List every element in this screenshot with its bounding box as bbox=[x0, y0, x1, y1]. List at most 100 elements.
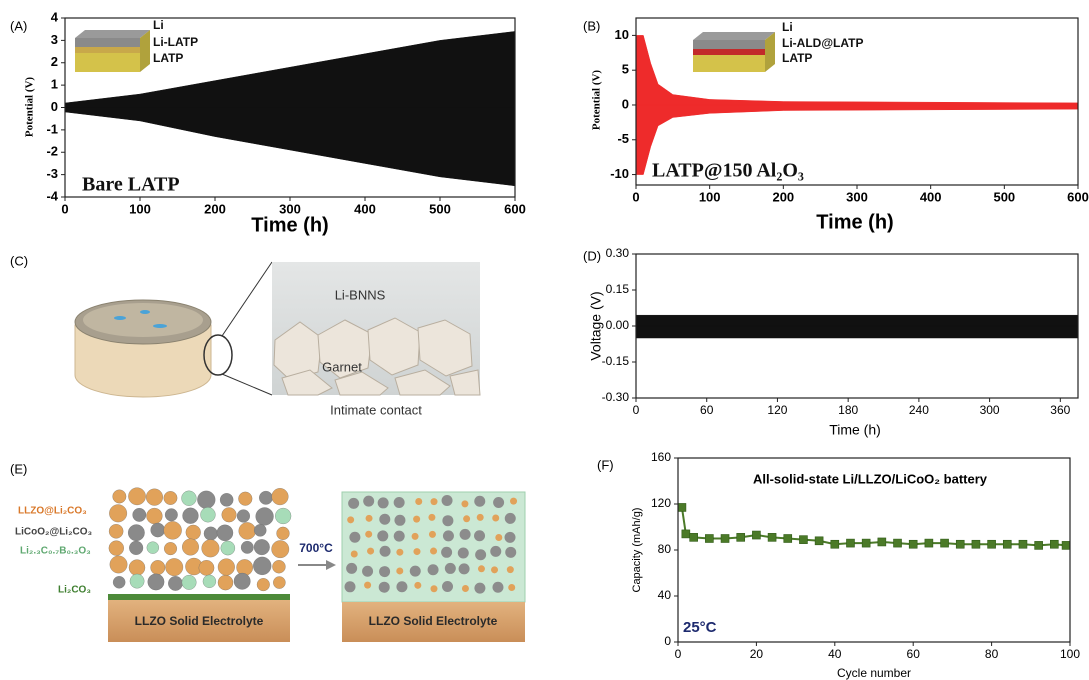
x-axis-label: Cycle number bbox=[837, 666, 911, 680]
x-tick-label: 0 bbox=[632, 189, 639, 204]
y-tick-label: 5 bbox=[622, 62, 629, 77]
particle bbox=[347, 516, 355, 524]
marker bbox=[1061, 541, 1071, 550]
particle bbox=[132, 508, 147, 522]
particle bbox=[108, 540, 124, 556]
particle bbox=[377, 530, 389, 542]
marker bbox=[677, 503, 687, 512]
particle bbox=[344, 581, 356, 593]
y-tick-label: -10 bbox=[610, 166, 629, 181]
particle bbox=[430, 547, 438, 555]
particle bbox=[441, 495, 453, 507]
particle bbox=[200, 507, 216, 523]
particle bbox=[202, 574, 217, 588]
y-tick-label: 0 bbox=[51, 99, 58, 114]
particle bbox=[441, 546, 453, 558]
panel-label: (A) bbox=[10, 18, 27, 33]
y-tick-label: -4 bbox=[46, 188, 58, 203]
particle bbox=[461, 500, 469, 508]
y-tick-label: 0 bbox=[664, 634, 671, 648]
particle bbox=[271, 488, 289, 506]
particle bbox=[430, 498, 438, 506]
particle bbox=[112, 489, 127, 504]
marker bbox=[767, 533, 777, 542]
inset-top bbox=[75, 30, 150, 38]
inset-layer bbox=[693, 49, 765, 55]
x-tick-label: 20 bbox=[750, 647, 764, 661]
particle bbox=[164, 542, 177, 556]
panel-label: (E) bbox=[10, 461, 27, 476]
x-tick-label: 0 bbox=[61, 201, 68, 216]
marker bbox=[861, 538, 871, 548]
particle bbox=[150, 560, 166, 575]
dot bbox=[140, 310, 150, 314]
x-axis-label: Time (h) bbox=[829, 422, 881, 438]
particle bbox=[463, 515, 471, 523]
particle bbox=[181, 490, 197, 506]
particle bbox=[275, 507, 292, 525]
y-tick-label: 0.00 bbox=[606, 318, 630, 332]
particle bbox=[475, 549, 487, 561]
x-tick-label: 40 bbox=[828, 647, 842, 661]
particle bbox=[236, 509, 250, 523]
marker bbox=[705, 534, 714, 543]
particle bbox=[379, 545, 391, 557]
inset-layer bbox=[693, 40, 765, 49]
particle bbox=[506, 566, 514, 574]
particle bbox=[217, 558, 235, 576]
y-tick-label: -0.15 bbox=[602, 354, 630, 368]
particle bbox=[129, 540, 144, 555]
y-tick-label: -2 bbox=[46, 144, 58, 159]
particle bbox=[378, 581, 390, 593]
y-tick-label: 0.15 bbox=[606, 282, 630, 296]
particle bbox=[444, 562, 456, 574]
y-axis-label: Capacity (mAh/g) bbox=[631, 508, 643, 593]
particle bbox=[393, 497, 405, 509]
signal-band bbox=[635, 314, 1079, 327]
particle bbox=[271, 540, 290, 559]
y-axis-label: Voltage (V) bbox=[588, 291, 604, 360]
x-tick-label: 300 bbox=[846, 189, 868, 204]
particle bbox=[428, 513, 436, 521]
x-tick-label: 0 bbox=[675, 647, 682, 661]
particle bbox=[379, 566, 391, 578]
x-tick-label: 100 bbox=[129, 201, 151, 216]
x-tick-label: 60 bbox=[700, 403, 714, 417]
x-tick-label: 600 bbox=[504, 201, 526, 216]
x-tick-label: 180 bbox=[838, 403, 858, 417]
inset-layer bbox=[75, 38, 140, 47]
particle bbox=[491, 566, 499, 574]
particle bbox=[413, 515, 421, 523]
particle bbox=[168, 576, 183, 591]
x-tick-label: 300 bbox=[980, 403, 1000, 417]
particle bbox=[413, 548, 421, 556]
marker bbox=[736, 533, 746, 542]
particle bbox=[409, 565, 421, 577]
particle bbox=[510, 497, 518, 505]
y-tick-label: 0.30 bbox=[606, 246, 630, 260]
x-tick-label: 100 bbox=[1060, 647, 1080, 661]
x-tick-label: 240 bbox=[909, 403, 929, 417]
particle bbox=[217, 574, 234, 591]
particle bbox=[253, 556, 272, 575]
particle bbox=[233, 572, 251, 590]
legend-label: Li₂CO₃ bbox=[58, 585, 91, 596]
electrolyte-slab bbox=[108, 600, 290, 642]
caption: Intimate contact bbox=[330, 402, 422, 417]
particle bbox=[474, 495, 486, 507]
y-tick-label: 40 bbox=[658, 588, 672, 602]
particle bbox=[182, 507, 199, 524]
x-tick-label: 120 bbox=[767, 403, 787, 417]
slab-label: LLZO Solid Electrolyte bbox=[369, 614, 498, 628]
panel-label: (B) bbox=[583, 18, 600, 33]
x-tick-label: 400 bbox=[920, 189, 942, 204]
particle bbox=[163, 521, 182, 540]
annotation: Bare LATP bbox=[82, 174, 180, 196]
x-tick-label: 0 bbox=[633, 403, 640, 417]
particle bbox=[414, 581, 422, 589]
particle bbox=[505, 546, 517, 558]
particle bbox=[476, 513, 484, 521]
particle bbox=[427, 564, 439, 576]
temperature: 700°C bbox=[299, 541, 333, 555]
x-tick-label: 80 bbox=[985, 647, 999, 661]
